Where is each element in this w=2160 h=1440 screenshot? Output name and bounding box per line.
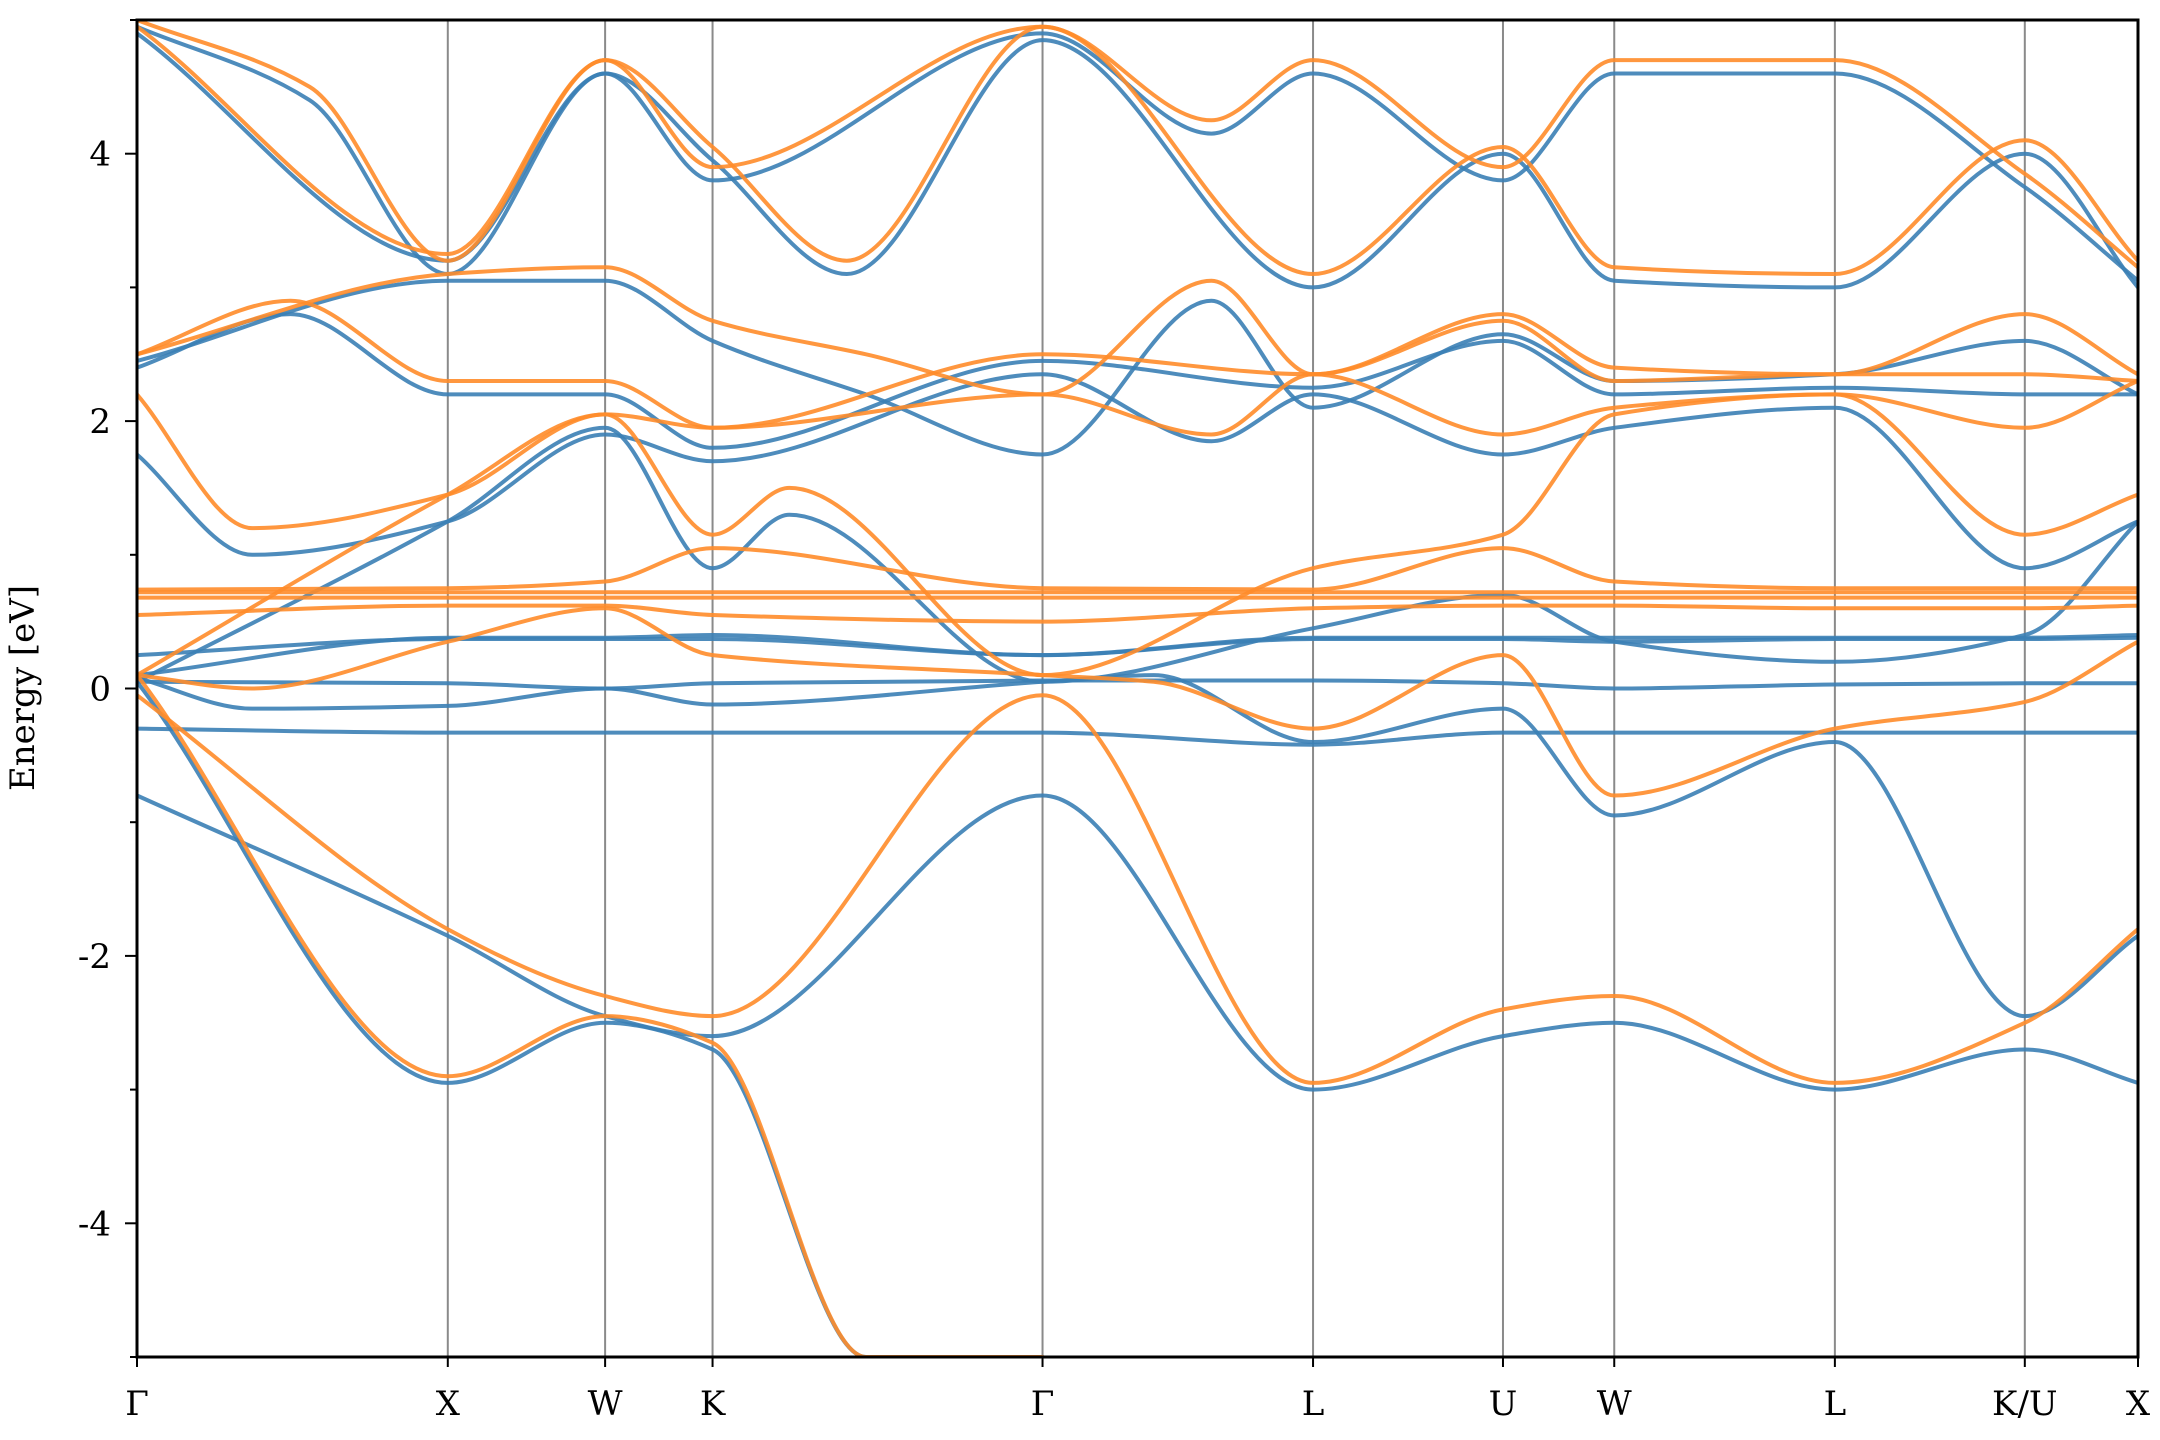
y-tick-label: 2 <box>89 402 111 442</box>
plot-frame <box>135 18 2140 1359</box>
x-tick-label: Γ <box>1031 1384 1055 1424</box>
band-series-1 <box>137 20 2138 1357</box>
x-tick-label: Γ <box>125 1384 149 1424</box>
y-axis-ticks: -4 -2 0 2 4 <box>78 19 137 1358</box>
x-axis-ticks: Γ X W K Γ L U W L K/U X <box>125 1357 2151 1424</box>
band-line <box>137 392 2138 678</box>
y-tick-label: -2 <box>78 937 111 977</box>
band-line <box>137 679 1045 1357</box>
high-symmetry-lines <box>136 20 2139 1357</box>
band-line <box>137 693 2138 1085</box>
x-tick-label: L <box>1824 1384 1847 1424</box>
band-line <box>137 24 2138 270</box>
x-tick-label: X <box>2126 1384 2151 1424</box>
band-line <box>137 20 2138 276</box>
x-tick-label: L <box>1302 1384 1325 1424</box>
band-line <box>137 24 2138 290</box>
band-line <box>137 726 2138 747</box>
band-line <box>137 603 2138 624</box>
band-line <box>137 31 2138 283</box>
band-line <box>137 673 1045 1357</box>
x-tick-label: K <box>700 1384 726 1424</box>
y-axis-label: Energy [eV] <box>3 585 43 791</box>
band-line <box>137 606 2138 798</box>
x-tick-label: W <box>1597 1384 1632 1424</box>
band-line <box>137 265 2138 397</box>
band-line <box>137 633 2138 678</box>
band-series-0 <box>137 24 2138 1357</box>
x-tick-label: K/U <box>1992 1384 2058 1424</box>
y-tick-label: 0 <box>89 670 111 710</box>
band-line <box>137 546 2138 592</box>
x-tick-label: W <box>588 1384 623 1424</box>
band-line <box>137 793 2138 1092</box>
band-line <box>137 312 2138 450</box>
band-line <box>137 635 2138 658</box>
y-tick-label: 4 <box>89 135 111 175</box>
band-line <box>137 372 2138 531</box>
band-line <box>137 678 2138 691</box>
band-lines <box>137 20 2138 1357</box>
x-tick-label: X <box>436 1384 461 1424</box>
band-line <box>137 372 2138 571</box>
x-tick-label: U <box>1489 1384 1518 1424</box>
y-tick-label: -4 <box>78 1204 111 1244</box>
